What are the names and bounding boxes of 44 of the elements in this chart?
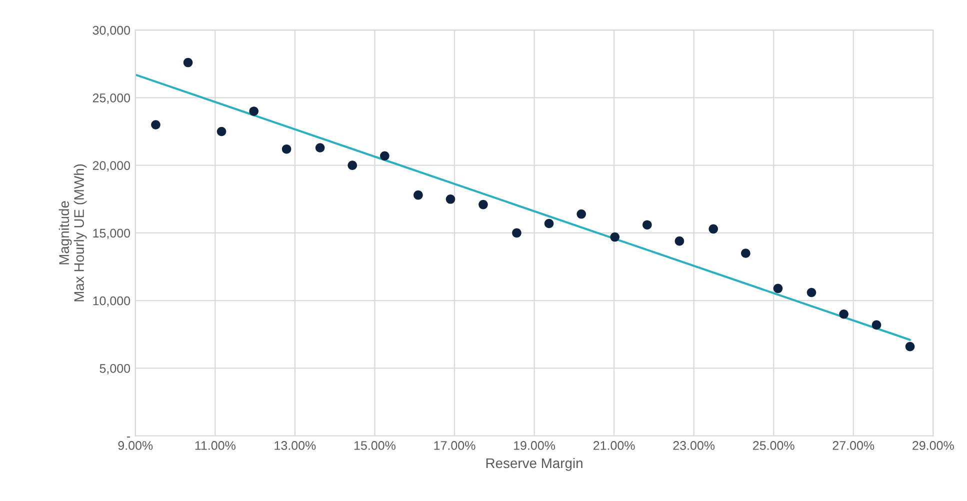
y-axis-title: Magnitude Max Hourly UE (MWh) <box>58 164 87 302</box>
x-tick-label: 21.00% <box>593 441 635 450</box>
x-tick-label: 29.00% <box>912 441 954 450</box>
point <box>610 232 620 242</box>
point <box>380 151 390 161</box>
point <box>872 320 882 330</box>
point <box>576 209 586 219</box>
x-tick-label: 27.00% <box>832 441 874 450</box>
x-tick-label: 23.00% <box>673 441 715 450</box>
x-tick-label: 13.00% <box>274 441 316 450</box>
point <box>348 160 358 170</box>
x-tick-label: 17.00% <box>434 441 476 450</box>
x-tick-label: 11.00% <box>195 441 236 450</box>
point <box>512 228 522 238</box>
x-tick-label: 15.00% <box>354 441 396 450</box>
x-tick-label: 19.00% <box>514 441 556 450</box>
point <box>282 144 292 154</box>
x-tick-label: 25.00% <box>753 441 794 450</box>
point <box>773 284 783 294</box>
y-tick-label: 30,000 <box>92 26 130 36</box>
point <box>216 126 226 136</box>
x-tick-label: 9.00% <box>118 441 153 450</box>
x-axis-title: Reserve Margin <box>486 458 582 471</box>
point <box>839 309 848 319</box>
point <box>905 342 915 352</box>
point <box>249 106 259 116</box>
y-tick-label: 15,000 <box>93 228 130 240</box>
point <box>708 224 718 234</box>
point <box>315 143 325 152</box>
point <box>183 58 193 68</box>
point <box>806 288 816 298</box>
point <box>741 248 750 258</box>
point <box>544 218 554 228</box>
point <box>446 194 456 204</box>
point <box>151 120 160 130</box>
point <box>414 190 423 200</box>
point <box>642 220 652 230</box>
point <box>478 200 488 210</box>
y-tick-label: 10,000 <box>93 296 130 307</box>
y-tick-label: 5,000 <box>100 364 130 374</box>
y-tick-label: 25,000 <box>92 93 130 104</box>
y-tick-label: - <box>126 436 130 438</box>
y-tick-label: 20,000 <box>92 161 130 172</box>
point <box>674 236 684 246</box>
